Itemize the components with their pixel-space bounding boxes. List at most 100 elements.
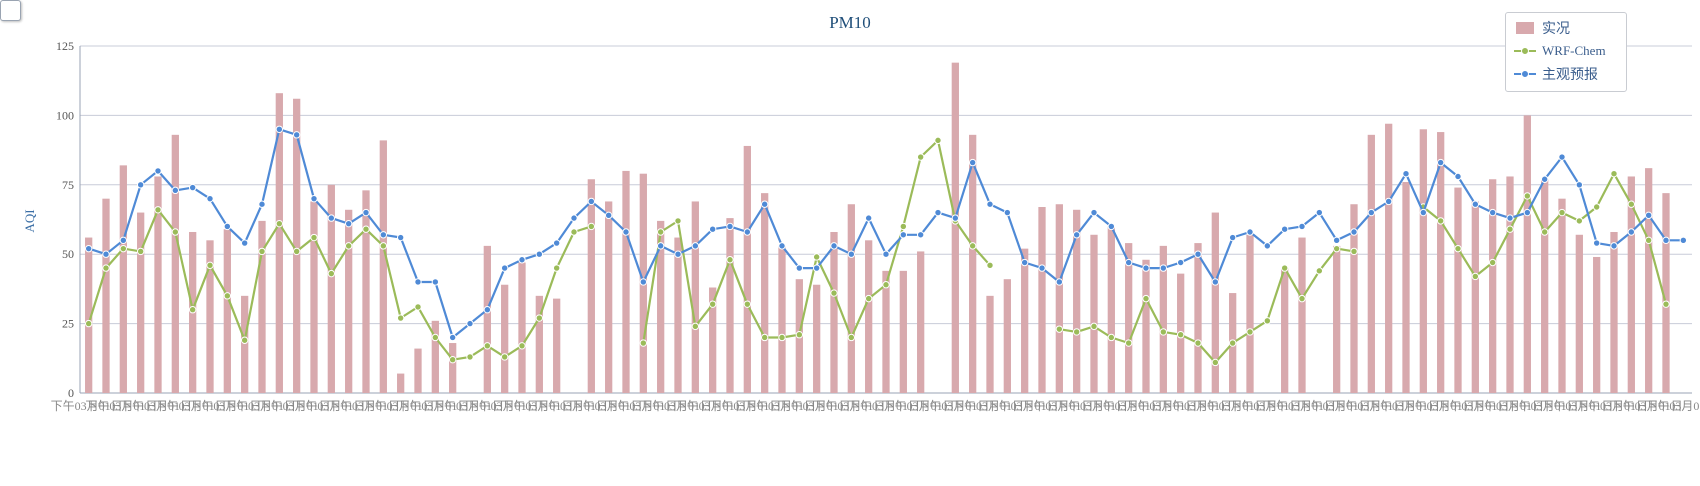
data-point	[1315, 208, 1324, 217]
data-point	[1436, 158, 1445, 167]
data-point	[639, 278, 648, 286]
x-tick-label: 下午03月01日	[848, 399, 920, 413]
data-point	[396, 233, 405, 242]
data-point	[1072, 328, 1081, 336]
data-point	[1263, 242, 1272, 250]
x-tick-labels: 下午03月01日下午03月01日下午03月01日下午03月01日下午03月01日…	[51, 399, 1700, 413]
data-point	[847, 250, 856, 258]
x-tick-label: 下午03月01日	[1437, 399, 1509, 413]
data-point	[1142, 264, 1150, 272]
data-point	[292, 247, 301, 256]
data-point	[1436, 217, 1445, 225]
data-point	[414, 303, 422, 311]
data-point	[535, 250, 544, 258]
data-point	[1506, 214, 1514, 222]
data-point	[466, 353, 474, 361]
legend-item-observed[interactable]: 实况	[1514, 18, 1570, 38]
x-tick-label: 下午03月01日	[1021, 399, 1093, 413]
data-point	[1055, 278, 1064, 286]
data-point	[396, 314, 405, 322]
y-tick-label: 0	[68, 386, 74, 400]
x-tick-label: 下午03月01日	[640, 399, 712, 413]
data-point	[656, 242, 665, 250]
data-point	[1107, 222, 1116, 231]
data-point	[743, 300, 752, 308]
select-checkbox[interactable]	[0, 0, 21, 21]
bar	[553, 298, 561, 393]
data-point	[535, 314, 544, 322]
bar	[258, 220, 266, 393]
data-point	[847, 333, 856, 342]
bar	[1142, 259, 1150, 393]
data-point	[674, 217, 682, 225]
x-tick-label: 下午03月01日	[501, 399, 573, 413]
legend-label: 实况	[1542, 22, 1570, 37]
data-point	[1454, 244, 1462, 253]
bar	[206, 240, 214, 393]
data-point	[986, 200, 994, 208]
data-point	[674, 250, 682, 258]
x-tick-label: 下午03月01日	[467, 399, 539, 413]
data-point	[1558, 208, 1566, 217]
x-tick-label: 下午03月01日	[987, 399, 1059, 413]
data-point	[830, 289, 838, 297]
data-point	[604, 211, 613, 220]
data-point	[206, 194, 214, 203]
data-point	[1263, 317, 1272, 325]
bar	[1541, 179, 1549, 393]
data-point	[483, 342, 492, 350]
data-point	[899, 231, 908, 239]
bar	[1350, 204, 1358, 393]
bar	[1298, 237, 1306, 393]
data-point	[240, 239, 249, 247]
legend-item-wrf-chem[interactable]: WRF-Chem	[1514, 41, 1606, 61]
data-point	[466, 319, 474, 328]
data-point	[968, 158, 977, 167]
line-swatch-icon	[1514, 44, 1536, 58]
bar	[1385, 123, 1393, 393]
bar	[899, 270, 907, 393]
data-point	[587, 222, 596, 231]
data-point	[500, 353, 509, 361]
data-point	[84, 244, 93, 253]
data-point	[1072, 231, 1081, 239]
bar	[1627, 176, 1635, 393]
data-point	[1176, 258, 1185, 267]
y-tick-label: 25	[62, 317, 74, 331]
data-point	[1471, 272, 1480, 281]
bar-swatch-icon	[1514, 21, 1536, 35]
bar	[85, 237, 93, 393]
legend-item-forecast[interactable]: 主观预报	[1514, 64, 1598, 84]
data-point	[986, 261, 994, 270]
x-tick-label: 下午03月01日	[709, 399, 781, 413]
data-point	[327, 269, 336, 278]
data-point	[1194, 339, 1202, 347]
bar	[414, 348, 422, 393]
data-point	[1124, 339, 1133, 347]
data-point	[830, 242, 838, 250]
data-point	[1610, 242, 1618, 250]
data-point	[344, 219, 353, 228]
legend-label: WRF-Chem	[1542, 43, 1606, 58]
bar	[1055, 204, 1063, 393]
data-point	[102, 264, 110, 272]
x-tick-label: 下午03月01日	[293, 399, 365, 413]
bar	[622, 170, 630, 393]
bar	[241, 295, 249, 393]
data-point	[240, 336, 249, 344]
data-point	[1627, 200, 1636, 208]
data-point	[1402, 169, 1410, 178]
data-point	[639, 339, 648, 347]
bar	[327, 184, 335, 393]
bar	[1003, 279, 1011, 393]
data-point	[223, 292, 232, 300]
bar	[449, 343, 457, 393]
data-point	[1523, 208, 1532, 217]
bar	[1246, 234, 1254, 393]
data-point	[708, 225, 717, 233]
data-point	[1228, 233, 1237, 242]
data-point	[379, 242, 388, 250]
data-point	[119, 236, 128, 245]
bar	[813, 284, 821, 393]
data-point	[1592, 203, 1601, 211]
